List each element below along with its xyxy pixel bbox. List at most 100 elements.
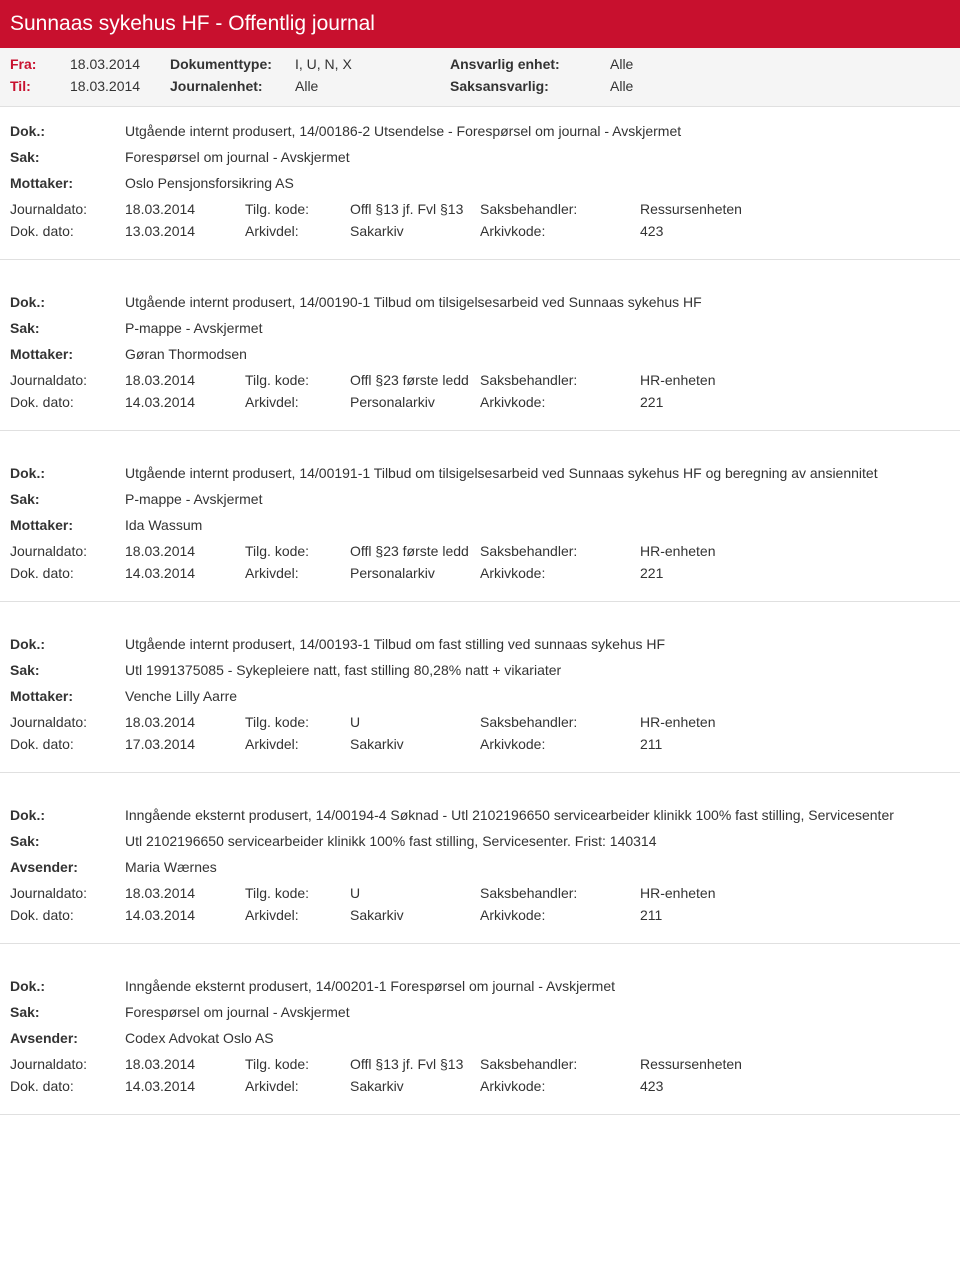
saksbehandler-value: HR-enheten	[640, 885, 716, 901]
arkivdel-value: Sakarkiv	[350, 736, 480, 752]
til-label: Til:	[10, 78, 70, 94]
dok-label: Dok.:	[10, 807, 125, 823]
saksbehandler-label: Saksbehandler:	[480, 714, 640, 730]
saksbehandler-label: Saksbehandler:	[480, 543, 640, 559]
tilgkode-value: Offl §13 jf. Fvl §13	[350, 1056, 480, 1072]
arkivkode-label: Arkivkode:	[480, 565, 640, 581]
party-label: Mottaker:	[10, 175, 125, 191]
journal-entry: Dok.: Utgående internt produsert, 14/001…	[0, 449, 960, 602]
saksbehandler-value: Ressursenheten	[640, 201, 742, 217]
til-value: 18.03.2014	[70, 78, 170, 94]
dokdato-label: Dok. dato:	[10, 565, 125, 581]
arkivkode-value: 211	[640, 907, 662, 923]
dokdato-label: Dok. dato:	[10, 907, 125, 923]
arkivdel-label: Arkivdel:	[245, 394, 350, 410]
arkivdel-label: Arkivdel:	[245, 223, 350, 239]
arkivdel-value: Personalarkiv	[350, 394, 480, 410]
dokdato-value: 17.03.2014	[125, 736, 245, 752]
saksansvarlig-label: Saksansvarlig:	[450, 78, 610, 94]
sak-value: P-mappe - Avskjermet	[125, 320, 950, 336]
tilgkode-value: U	[350, 885, 480, 901]
filter-row-2: Til: 18.03.2014 Journalenhet: Alle Saksa…	[10, 78, 950, 94]
party-label: Avsender:	[10, 1030, 125, 1046]
arkivdel-value: Sakarkiv	[350, 907, 480, 923]
filter-bar: Fra: 18.03.2014 Dokumenttype: I, U, N, X…	[0, 48, 960, 107]
journal-entry: Dok.: Utgående internt produsert, 14/001…	[0, 278, 960, 431]
journaldato-value: 18.03.2014	[125, 885, 245, 901]
dokdato-value: 14.03.2014	[125, 1078, 245, 1094]
sak-value: Utl 2102196650 servicearbeider klinikk 1…	[125, 833, 950, 849]
journal-entry: Dok.: Utgående internt produsert, 14/001…	[0, 620, 960, 773]
journal-entry: Dok.: Inngående eksternt produsert, 14/0…	[0, 791, 960, 944]
party-value: Maria Wærnes	[125, 859, 950, 875]
sak-label: Sak:	[10, 1004, 125, 1020]
journaldato-value: 18.03.2014	[125, 201, 245, 217]
tilgkode-label: Tilg. kode:	[245, 543, 350, 559]
tilgkode-value: Offl §23 første ledd	[350, 372, 480, 388]
saksbehandler-label: Saksbehandler:	[480, 201, 640, 217]
dok-value: Utgående internt produsert, 14/00186-2 U…	[125, 123, 950, 139]
arkivdel-label: Arkivdel:	[245, 907, 350, 923]
page-header: Sunnaas sykehus HF - Offentlig journal	[0, 0, 960, 48]
party-label: Avsender:	[10, 859, 125, 875]
tilgkode-value: U	[350, 714, 480, 730]
dok-value: Utgående internt produsert, 14/00191-1 T…	[125, 465, 950, 481]
journaldato-label: Journaldato:	[10, 714, 125, 730]
tilgkode-label: Tilg. kode:	[245, 1056, 350, 1072]
arkivkode-label: Arkivkode:	[480, 907, 640, 923]
dok-value: Utgående internt produsert, 14/00193-1 T…	[125, 636, 950, 652]
journaldato-value: 18.03.2014	[125, 372, 245, 388]
saksbehandler-label: Saksbehandler:	[480, 372, 640, 388]
saksansvarlig-value: Alle	[610, 78, 633, 94]
arkivdel-label: Arkivdel:	[245, 1078, 350, 1094]
party-value: Oslo Pensjonsforsikring AS	[125, 175, 950, 191]
tilgkode-label: Tilg. kode:	[245, 714, 350, 730]
dok-label: Dok.:	[10, 636, 125, 652]
dokdato-value: 14.03.2014	[125, 565, 245, 581]
tilgkode-label: Tilg. kode:	[245, 372, 350, 388]
sak-label: Sak:	[10, 833, 125, 849]
arkivkode-value: 221	[640, 565, 663, 581]
journalenhet-label: Journalenhet:	[170, 78, 295, 94]
sak-value: Forespørsel om journal - Avskjermet	[125, 1004, 950, 1020]
journaldato-value: 18.03.2014	[125, 1056, 245, 1072]
dokdato-label: Dok. dato:	[10, 736, 125, 752]
party-label: Mottaker:	[10, 346, 125, 362]
party-value: Gøran Thormodsen	[125, 346, 950, 362]
saksbehandler-label: Saksbehandler:	[480, 1056, 640, 1072]
arkivkode-label: Arkivkode:	[480, 394, 640, 410]
dokdato-value: 13.03.2014	[125, 223, 245, 239]
dok-label: Dok.:	[10, 465, 125, 481]
journaldato-label: Journaldato:	[10, 201, 125, 217]
doktype-value: I, U, N, X	[295, 56, 450, 72]
journaldato-label: Journaldato:	[10, 1056, 125, 1072]
party-label: Mottaker:	[10, 688, 125, 704]
dok-label: Dok.:	[10, 978, 125, 994]
saksbehandler-value: Ressursenheten	[640, 1056, 742, 1072]
dok-value: Inngående eksternt produsert, 14/00201-1…	[125, 978, 950, 994]
saksbehandler-value: HR-enheten	[640, 714, 716, 730]
arkivkode-label: Arkivkode:	[480, 223, 640, 239]
party-value: Codex Advokat Oslo AS	[125, 1030, 950, 1046]
arkivdel-label: Arkivdel:	[245, 736, 350, 752]
arkivkode-label: Arkivkode:	[480, 1078, 640, 1094]
dok-value: Utgående internt produsert, 14/00190-1 T…	[125, 294, 950, 310]
arkivdel-value: Personalarkiv	[350, 565, 480, 581]
doktype-label: Dokumenttype:	[170, 56, 295, 72]
journaldato-label: Journaldato:	[10, 372, 125, 388]
sak-value: P-mappe - Avskjermet	[125, 491, 950, 507]
dokdato-label: Dok. dato:	[10, 223, 125, 239]
party-label: Mottaker:	[10, 517, 125, 533]
tilgkode-label: Tilg. kode:	[245, 885, 350, 901]
arkivkode-label: Arkivkode:	[480, 736, 640, 752]
ansvarlig-label: Ansvarlig enhet:	[450, 56, 610, 72]
arkivdel-value: Sakarkiv	[350, 223, 480, 239]
sak-label: Sak:	[10, 320, 125, 336]
journal-entry: Dok.: Utgående internt produsert, 14/001…	[0, 107, 960, 260]
sak-label: Sak:	[10, 662, 125, 678]
dok-label: Dok.:	[10, 123, 125, 139]
arkivdel-label: Arkivdel:	[245, 565, 350, 581]
journaldato-label: Journaldato:	[10, 543, 125, 559]
dokdato-label: Dok. dato:	[10, 1078, 125, 1094]
arkivkode-value: 211	[640, 736, 662, 752]
